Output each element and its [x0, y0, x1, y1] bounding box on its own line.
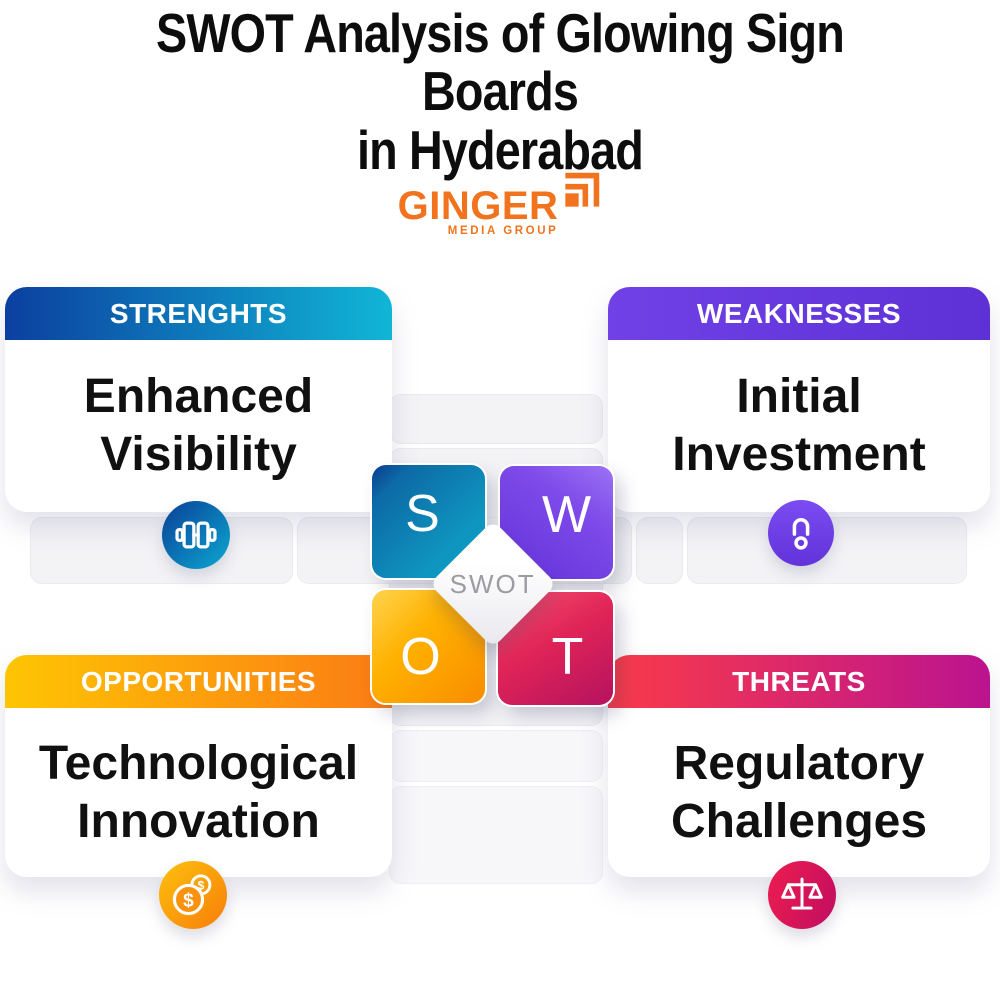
svg-text:$: $	[183, 890, 194, 911]
card-opportunities-header: OPPORTUNITIES	[5, 655, 392, 708]
logo-wordmark: GINGER	[397, 184, 559, 228]
dumbbell-icon	[175, 521, 217, 549]
nested-squares-icon	[565, 172, 600, 207]
card-opportunities: OPPORTUNITIES Technological Innovation	[5, 655, 392, 877]
card-weaknesses: WEAKNESSES Initial Investment	[608, 287, 990, 512]
bg-horizontal-strip-segment	[30, 517, 293, 584]
card-strengths-header: STRENGHTS	[5, 287, 392, 340]
card-strengths-body: Enhanced Visibility	[83, 370, 314, 481]
swot-square-t: T	[498, 592, 613, 705]
page-title-line1: SWOT Analysis of Glowing Sign Boards	[156, 2, 845, 123]
chain-link-icon	[792, 518, 810, 550]
swot-diamond-label: SWOT	[450, 568, 536, 599]
card-weaknesses-header: WEAKNESSES	[608, 287, 990, 340]
swot-letter-w: W	[541, 485, 592, 544]
bg-vertical-strip-segment	[389, 786, 603, 884]
page-title-line2: in Hyderabad	[357, 118, 644, 181]
strengths-badge	[162, 501, 230, 569]
bg-vertical-strip-segment	[389, 730, 603, 782]
logo: GINGER MEDIA GROUP	[0, 170, 1000, 237]
weaknesses-badge	[768, 500, 834, 566]
card-opportunities-body: Technological Innovation	[38, 736, 359, 848]
scales-icon	[781, 877, 823, 910]
card-strengths: STRENGHTS Enhanced Visibility	[5, 287, 392, 512]
coins-icon: $ $	[172, 874, 212, 916]
bg-horizontal-strip-segment	[636, 517, 683, 584]
svg-text:$: $	[197, 878, 204, 892]
swot-letter-o: O	[400, 627, 441, 686]
bg-vertical-strip-segment	[389, 394, 603, 444]
swot-letter-s: S	[405, 484, 440, 543]
card-threats: THREATS Regulatory Challenges	[608, 655, 990, 877]
opportunities-badge: $ $	[159, 861, 227, 929]
card-threats-header: THREATS	[608, 655, 990, 708]
card-threats-body: Regulatory Challenges	[670, 736, 928, 848]
page-title: SWOT Analysis of Glowing Sign Boards in …	[75, 4, 925, 179]
card-weaknesses-body: Initial Investment	[672, 370, 926, 481]
threats-badge	[768, 861, 836, 929]
logo-tagline: MEDIA GROUP	[447, 225, 559, 237]
swot-letter-t: T	[551, 627, 584, 686]
